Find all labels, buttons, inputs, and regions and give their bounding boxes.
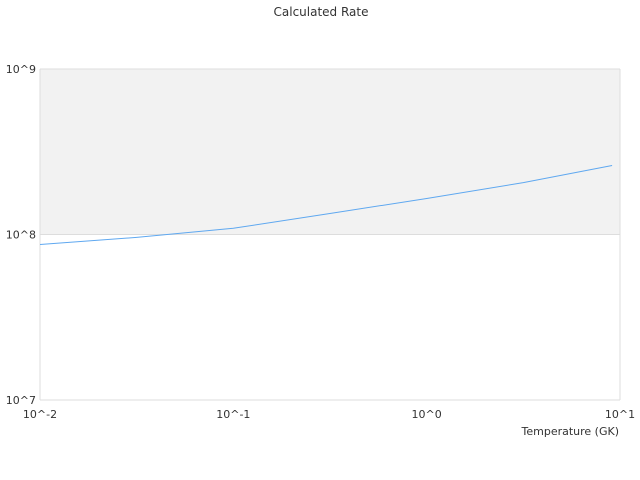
y-tick-label: 10^7 [6,394,36,407]
x-tick-label: 10^1 [605,408,635,421]
y-tick-label: 10^8 [6,229,36,242]
chart-title: Calculated Rate [274,5,369,19]
series-group [39,165,613,245]
x-tick-label: 10^-2 [23,408,57,421]
y-tick-label: 10^9 [6,63,36,76]
x-axis-label: Temperature (GK) [521,425,620,438]
y-tick-labels: 10^7 10^8 10^9 [6,63,36,407]
x-tick-label: 10^-1 [216,408,250,421]
plot-band [40,69,620,235]
grid [39,68,621,401]
series-line [39,165,613,245]
x-tick-labels: 10^-2 10^-1 10^0 10^1 [23,408,635,421]
x-tick-label: 10^0 [412,408,442,421]
